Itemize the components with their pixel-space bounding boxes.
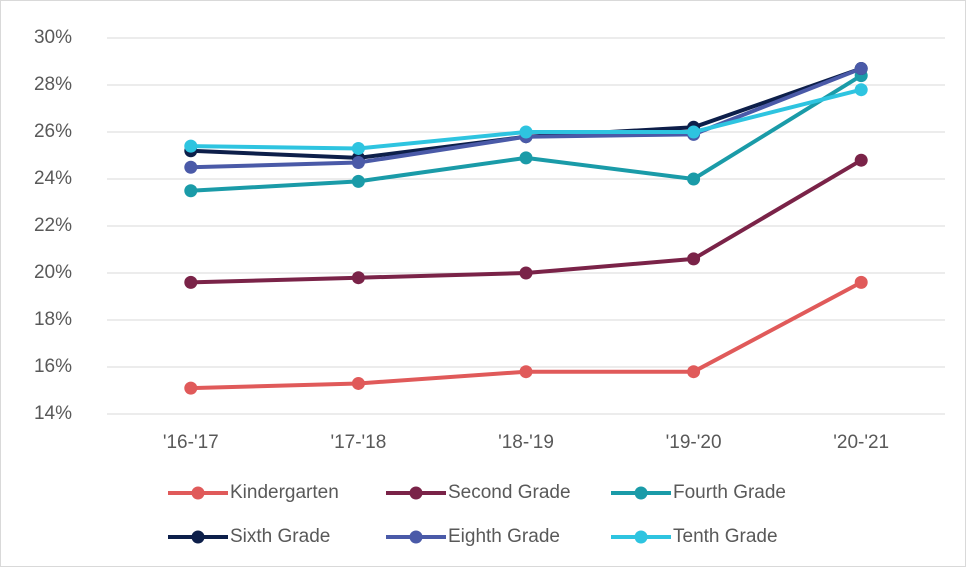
data-point (687, 365, 701, 379)
x-tick-label: '20-'21 (833, 432, 889, 453)
data-point (184, 381, 198, 395)
legend-marker (409, 530, 423, 544)
data-point (351, 174, 365, 188)
data-point (854, 62, 868, 76)
y-tick-label: 28% (34, 74, 72, 95)
data-point (351, 271, 365, 285)
data-point (687, 252, 701, 266)
y-tick-label: 26% (34, 121, 72, 142)
legend-label: Sixth Grade (230, 526, 330, 547)
legend-marker (634, 486, 648, 500)
data-point (854, 83, 868, 97)
data-point (687, 125, 701, 139)
y-tick-label: 14% (34, 403, 72, 424)
y-tick-label: 24% (34, 168, 72, 189)
legend-label: Kindergarten (230, 482, 339, 503)
data-point (519, 266, 533, 280)
y-tick-label: 30% (34, 27, 72, 48)
legend-label: Tenth Grade (673, 526, 778, 547)
data-point (184, 160, 198, 174)
x-tick-label: '16-'17 (163, 432, 219, 453)
y-tick-label: 22% (34, 215, 72, 236)
legend-marker (191, 486, 205, 500)
data-point (184, 275, 198, 289)
data-point (184, 139, 198, 153)
y-tick-label: 20% (34, 262, 72, 283)
data-point (351, 376, 365, 390)
x-tick-label: '19-'20 (666, 432, 722, 453)
x-tick-label: '17-'18 (330, 432, 386, 453)
data-point (184, 184, 198, 198)
data-point (854, 153, 868, 167)
data-point (519, 365, 533, 379)
data-point (519, 125, 533, 139)
legend-marker (634, 530, 648, 544)
data-point (854, 275, 868, 289)
legend-label: Second Grade (448, 482, 571, 503)
data-point (351, 141, 365, 155)
y-tick-label: 18% (34, 309, 72, 330)
legend-label: Eighth Grade (448, 526, 560, 547)
data-point (519, 151, 533, 165)
x-tick-label: '18-'19 (498, 432, 554, 453)
legend-label: Fourth Grade (673, 482, 786, 503)
data-point (687, 172, 701, 186)
data-point (351, 156, 365, 170)
legend-marker (409, 486, 423, 500)
legend-marker (191, 530, 205, 544)
y-tick-label: 16% (34, 356, 72, 377)
